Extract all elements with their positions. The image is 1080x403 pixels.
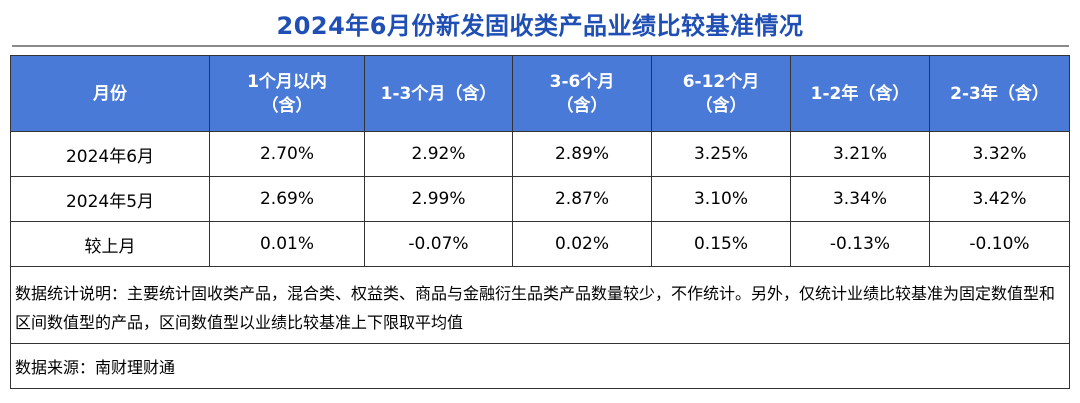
benchmark-table: 月份 1个月以内 （含） 1-3个月（含） 3-6个月 （含） 6-12个月 （… (10, 55, 1070, 389)
table-cell: 2.92% (364, 131, 513, 177)
source-row: 数据来源：南财理财通 (10, 343, 1070, 389)
header-cell-1-2-years: 1-2年（含） (790, 55, 930, 132)
header-text: 1个月以内 (247, 71, 327, 92)
header-text: 1-2年（含） (810, 83, 910, 104)
table-cell: 2.87% (512, 176, 652, 222)
table-cell: -0.13% (790, 221, 930, 267)
header-subtext: （含） (261, 95, 313, 116)
title-divider (12, 45, 1069, 47)
table-cell: -0.07% (364, 221, 513, 267)
header-text: 3-6个月 (549, 71, 615, 92)
table-cell: 3.25% (651, 131, 791, 177)
table-cell: 2.69% (209, 176, 365, 222)
header-text: 6-12个月 (682, 71, 760, 92)
header-row: 月份 1个月以内 （含） 1-3个月（含） 3-6个月 （含） 6-12个月 （… (10, 55, 1070, 132)
statistics-note: 数据统计说明：主要统计固收类产品，混合类、权益类、商品与金融衍生品类产品数量较少… (10, 266, 1070, 344)
table-cell: -0.10% (929, 221, 1070, 267)
row-label: 2024年5月 (10, 176, 210, 222)
table-cell: 3.34% (790, 176, 930, 222)
table-row: 2024年6月 2.70% 2.92% 2.89% 3.25% 3.21% 3.… (10, 131, 1070, 177)
table-cell: 0.02% (512, 221, 652, 267)
table-cell: 2.70% (209, 131, 365, 177)
table-cell: 0.15% (651, 221, 791, 267)
header-cell-3-6-months: 3-6个月 （含） (512, 55, 652, 132)
header-subtext: （含） (556, 95, 608, 116)
header-cell-2-3-years: 2-3年（含） (929, 55, 1070, 132)
header-cell-month: 月份 (10, 55, 210, 132)
table-cell: 2.89% (512, 131, 652, 177)
table-row: 2024年5月 2.69% 2.99% 2.87% 3.10% 3.34% 3.… (10, 176, 1070, 222)
table-cell: 3.42% (929, 176, 1070, 222)
row-label: 2024年6月 (10, 131, 210, 177)
header-text: 月份 (93, 83, 127, 104)
row-label: 较上月 (10, 221, 210, 267)
header-text: 2-3年（含） (950, 83, 1049, 104)
table-cell: 3.10% (651, 176, 791, 222)
table-row: 较上月 0.01% -0.07% 0.02% 0.15% -0.13% -0.1… (10, 221, 1070, 267)
note-row: 数据统计说明：主要统计固收类产品，混合类、权益类、商品与金融衍生品类产品数量较少… (10, 266, 1070, 344)
table-cell: 2.99% (364, 176, 513, 222)
table-cell: 0.01% (209, 221, 365, 267)
table-cell: 3.32% (929, 131, 1070, 177)
table-cell: 3.21% (790, 131, 930, 177)
header-cell-1-3-months: 1-3个月（含） (364, 55, 513, 132)
data-source: 数据来源：南财理财通 (10, 343, 1070, 389)
page-title: 2024年6月份新发固收类产品业绩比较基准情况 (276, 12, 804, 40)
header-subtext: （含） (695, 95, 747, 116)
header-cell-within-1-month: 1个月以内 （含） (209, 55, 365, 132)
header-text: 1-3个月（含） (380, 83, 497, 104)
header-cell-6-12-months: 6-12个月 （含） (651, 55, 791, 132)
